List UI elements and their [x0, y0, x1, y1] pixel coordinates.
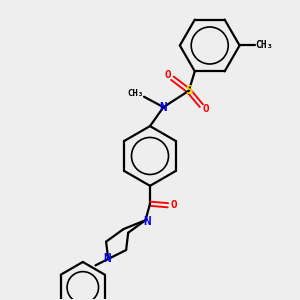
Text: N: N: [160, 101, 167, 114]
Text: CH₃: CH₃: [127, 89, 143, 98]
Text: N: N: [103, 253, 110, 266]
Text: O: O: [202, 104, 209, 114]
Text: N: N: [143, 215, 151, 228]
Text: O: O: [164, 70, 171, 80]
Text: S: S: [185, 84, 193, 97]
Text: O: O: [170, 200, 177, 210]
Text: CH₃: CH₃: [255, 40, 273, 50]
